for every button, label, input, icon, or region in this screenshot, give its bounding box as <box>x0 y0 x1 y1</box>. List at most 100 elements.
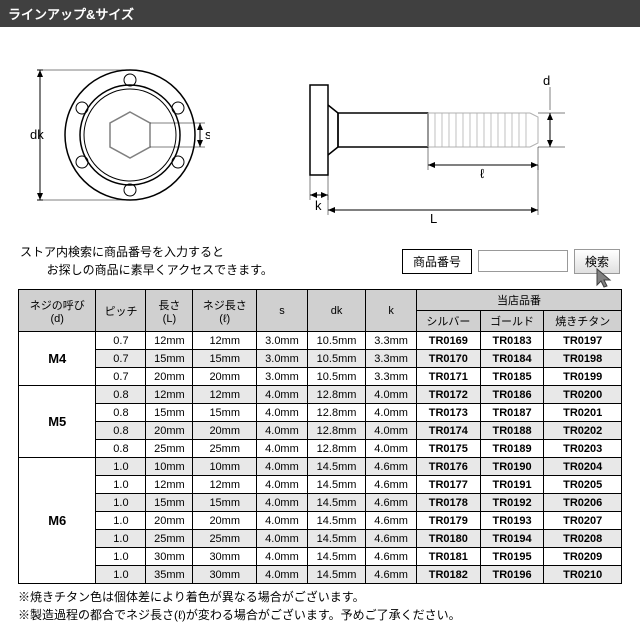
cell-k: 3.3mm <box>366 368 417 386</box>
cursor-icon <box>595 267 615 291</box>
cell-dk: 14.5mm <box>307 476 365 494</box>
table-row: 1.015mm15mm4.0mm14.5mm4.6mmTR0178TR0192T… <box>19 494 622 512</box>
th-thread: ネジの呼び (d) <box>19 290 96 332</box>
L-label: L <box>430 211 437 225</box>
cell-k: 4.0mm <box>366 440 417 458</box>
th-gold: ゴールド <box>480 311 544 332</box>
table-row: 0.820mm20mm4.0mm12.8mm4.0mmTR0174TR0188T… <box>19 422 622 440</box>
cell-titan: TR0204 <box>544 458 622 476</box>
cell-L: 15mm <box>146 350 193 368</box>
cell-titan: TR0210 <box>544 566 622 584</box>
search-label: 商品番号 <box>402 249 472 274</box>
cell-s: 4.0mm <box>257 530 308 548</box>
front-view-diagram: dk s <box>30 45 210 228</box>
cell-dk: 14.5mm <box>307 566 365 584</box>
header-bar: ラインアップ&サイズ <box>0 0 640 27</box>
cell-silver: TR0173 <box>416 404 480 422</box>
cell-l: 10mm <box>193 458 257 476</box>
cell-l: 30mm <box>193 548 257 566</box>
footnote-1: ※焼きチタン色は個体差により着色が異なる場合がございます。 <box>18 588 622 606</box>
cell-s: 4.0mm <box>257 386 308 404</box>
table-row: 0.825mm25mm4.0mm12.8mm4.0mmTR0175TR0189T… <box>19 440 622 458</box>
cell-silver: TR0178 <box>416 494 480 512</box>
cell-titan: TR0206 <box>544 494 622 512</box>
cell-L: 15mm <box>146 404 193 422</box>
table-row: 0.720mm20mm3.0mm10.5mm3.3mmTR0171TR0185T… <box>19 368 622 386</box>
th-thread-length: ネジ長さ (ℓ) <box>193 290 257 332</box>
cell-L: 20mm <box>146 512 193 530</box>
cell-l: 12mm <box>193 386 257 404</box>
cell-L: 20mm <box>146 422 193 440</box>
cell-silver: TR0172 <box>416 386 480 404</box>
cell-dk: 14.5mm <box>307 548 365 566</box>
cell-dk: 12.8mm <box>307 404 365 422</box>
table-row: M40.712mm12mm3.0mm10.5mm3.3mmTR0169TR018… <box>19 332 622 350</box>
table-row: 1.012mm12mm4.0mm14.5mm4.6mmTR0177TR0191T… <box>19 476 622 494</box>
cell-silver: TR0180 <box>416 530 480 548</box>
cell-s: 4.0mm <box>257 458 308 476</box>
cell-L: 30mm <box>146 548 193 566</box>
cell-titan: TR0208 <box>544 530 622 548</box>
cell-l: 20mm <box>193 368 257 386</box>
cell-k: 4.0mm <box>366 404 417 422</box>
cell-dk: 14.5mm <box>307 494 365 512</box>
thread-size-cell: M6 <box>19 458 96 584</box>
cell-dk: 12.8mm <box>307 440 365 458</box>
cell-gold: TR0191 <box>480 476 544 494</box>
table-row: 1.030mm30mm4.0mm14.5mm4.6mmTR0181TR0195T… <box>19 548 622 566</box>
cell-pitch: 0.8 <box>96 386 146 404</box>
side-view-diagram: d ℓ k L <box>290 65 600 228</box>
cell-silver: TR0177 <box>416 476 480 494</box>
cell-gold: TR0187 <box>480 404 544 422</box>
cell-dk: 14.5mm <box>307 512 365 530</box>
cell-silver: TR0170 <box>416 350 480 368</box>
dk-label: dk <box>30 127 44 142</box>
th-dk: dk <box>307 290 365 332</box>
cell-pitch: 1.0 <box>96 530 146 548</box>
table-row: 1.025mm25mm4.0mm14.5mm4.6mmTR0180TR0194T… <box>19 530 622 548</box>
cell-gold: TR0192 <box>480 494 544 512</box>
cell-k: 4.6mm <box>366 566 417 584</box>
search-text-line2: お探しの商品に素早くアクセスできます。 <box>47 263 273 277</box>
cell-dk: 12.8mm <box>307 386 365 404</box>
search-instruction: ストア内検索に商品番号を入力すると お探しの商品に素早くアクセスできます。 <box>20 243 273 279</box>
th-k: k <box>366 290 417 332</box>
cell-k: 4.6mm <box>366 476 417 494</box>
cell-s: 4.0mm <box>257 440 308 458</box>
cell-pitch: 1.0 <box>96 476 146 494</box>
cell-dk: 12.8mm <box>307 422 365 440</box>
cell-k: 4.6mm <box>366 548 417 566</box>
cell-gold: TR0193 <box>480 512 544 530</box>
cell-L: 12mm <box>146 332 193 350</box>
cell-k: 4.6mm <box>366 458 417 476</box>
table-row: 0.715mm15mm3.0mm10.5mm3.3mmTR0170TR0184T… <box>19 350 622 368</box>
table-row: 1.035mm30mm4.0mm14.5mm4.6mmTR0182TR0196T… <box>19 566 622 584</box>
search-text-line1: ストア内検索に商品番号を入力すると <box>20 245 224 259</box>
cell-s: 3.0mm <box>257 368 308 386</box>
cell-pitch: 1.0 <box>96 494 146 512</box>
cell-L: 35mm <box>146 566 193 584</box>
cell-k: 4.6mm <box>366 512 417 530</box>
cell-titan: TR0199 <box>544 368 622 386</box>
cell-silver: TR0179 <box>416 512 480 530</box>
cell-dk: 14.5mm <box>307 530 365 548</box>
footnotes: ※焼きチタン色は個体差により着色が異なる場合がございます。 ※製造過程の都合でネ… <box>18 588 622 624</box>
k-label: k <box>315 198 322 213</box>
cell-L: 15mm <box>146 494 193 512</box>
cell-pitch: 0.7 <box>96 332 146 350</box>
s-label: s <box>205 127 210 142</box>
cell-titan: TR0205 <box>544 476 622 494</box>
cell-gold: TR0195 <box>480 548 544 566</box>
cell-gold: TR0185 <box>480 368 544 386</box>
cell-silver: TR0169 <box>416 332 480 350</box>
cell-silver: TR0176 <box>416 458 480 476</box>
search-input[interactable] <box>478 250 568 272</box>
th-length: 長さ (L) <box>146 290 193 332</box>
cell-pitch: 0.8 <box>96 404 146 422</box>
th-s: s <box>257 290 308 332</box>
cell-L: 10mm <box>146 458 193 476</box>
cell-titan: TR0200 <box>544 386 622 404</box>
cell-gold: TR0194 <box>480 530 544 548</box>
cell-titan: TR0207 <box>544 512 622 530</box>
cell-l: 25mm <box>193 440 257 458</box>
